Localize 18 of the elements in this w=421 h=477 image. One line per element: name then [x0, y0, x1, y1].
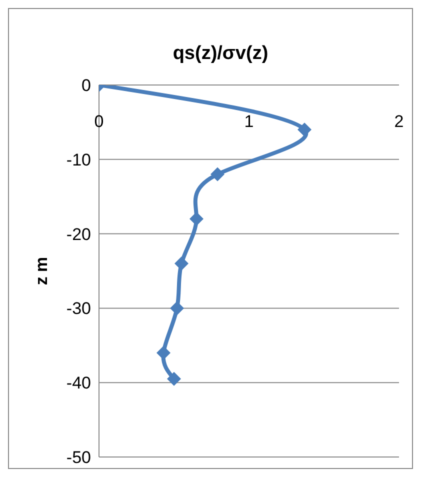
x-tick-label: 0: [94, 112, 104, 132]
point: [298, 122, 312, 137]
y-tick-label: -10: [66, 150, 91, 170]
x-tick-label: 2: [394, 112, 404, 132]
point: [174, 256, 188, 271]
point: [156, 346, 170, 360]
point: [170, 301, 184, 316]
point: [210, 167, 224, 182]
y-tick-label: -30: [66, 299, 91, 318]
point: [190, 212, 204, 226]
y-tick-label: -40: [66, 374, 91, 393]
x-tick-label: 1: [244, 112, 254, 132]
y-tick-label: -20: [66, 224, 91, 244]
point: [167, 372, 181, 386]
y-tick-label: 0: [82, 76, 91, 96]
y-axis-title: z m: [32, 256, 52, 286]
chart-title: qs(z)/σv(z): [172, 43, 270, 65]
y-tick-label: -50: [66, 448, 91, 468]
